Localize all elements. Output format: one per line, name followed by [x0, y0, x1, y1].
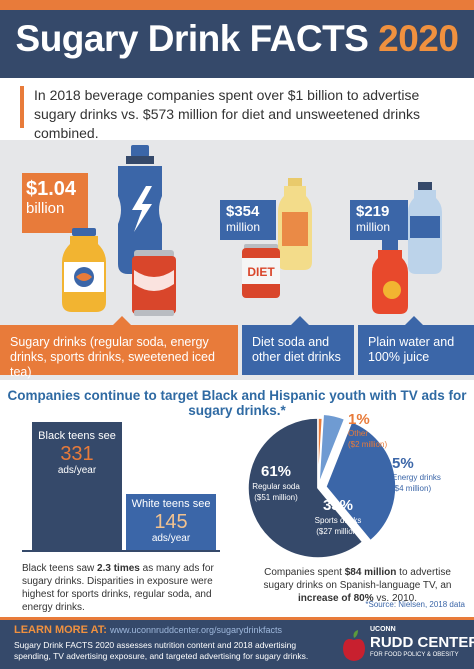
- sugary-category-bar: Sugary drinks (regular soda, energy drin…: [0, 325, 238, 379]
- pie-note-post: vs. 2010.: [373, 593, 417, 604]
- label-energy-drinks-name: Energy drinks: [392, 473, 441, 482]
- label-other-name: Other: [348, 429, 368, 438]
- bar-white-teens: White teens see 145 ads/year: [126, 494, 216, 550]
- diet-category-bar: Diet soda and other diet drinks: [242, 325, 354, 375]
- footer-learn-label: LEARN MORE AT:: [14, 624, 107, 636]
- label-energy-drinks-value: 5%: [392, 455, 414, 472]
- juice-bottle-icon: [372, 240, 408, 314]
- teens-note-post: as many ads for sugary drinks. Dispariti…: [22, 563, 214, 613]
- water-unit: million: [356, 220, 391, 234]
- sugary-pointer: [112, 316, 132, 326]
- page-title: Sugary Drink FACTS 2020: [0, 18, 474, 60]
- label-regular-soda-amount: ($51 million): [254, 493, 298, 502]
- footer-accent-stripe: [0, 617, 474, 620]
- bar-white-teens-unit: ads/year: [151, 533, 191, 544]
- diet-can-label: DIET: [247, 265, 275, 279]
- water-amount: $219: [356, 203, 390, 220]
- pie-note: Companies spent $84 million to advertise…: [250, 566, 465, 605]
- diet-amount-box: $354 million: [220, 200, 276, 240]
- label-other-amount: ($2 million): [348, 440, 387, 449]
- footer-description: Sugary Drink FACTS 2020 assesses nutriti…: [14, 640, 309, 661]
- logo-sub: FOR FOOD POLICY & OBESITY: [370, 652, 459, 658]
- pie-note-mid: to advertise sugary drinks on Spanish-la…: [263, 567, 452, 591]
- pie-note-pre: Companies spent: [264, 567, 345, 578]
- water-amount-box: $219 million: [350, 200, 408, 240]
- sugary-amount: $1.04: [26, 178, 77, 200]
- footer-url-link[interactable]: www.uconnruddcenter.org/sugarydrinkfacts: [109, 625, 283, 635]
- teens-note-pre: Black teens saw: [22, 563, 98, 574]
- title-main: Sugary Drink FACTS: [15, 18, 369, 59]
- label-sports-drinks-value: 33%: [323, 497, 353, 514]
- bar-white-teens-value: 145: [154, 511, 188, 533]
- rudd-center-logo: UCONN RUDD CENTER FOR FOOD POLICY & OBES…: [342, 626, 474, 666]
- sugary-amount-box-ext: [82, 173, 88, 233]
- footer-banner: [0, 620, 474, 669]
- apple-logo-icon: [343, 630, 365, 661]
- pie-note-bold2: increase of 80%: [298, 593, 374, 604]
- slice-regular-soda: [247, 417, 364, 559]
- bar-black-teens-unit: ads/year: [57, 465, 97, 476]
- diet-pointer: [290, 316, 310, 326]
- category-pointers: [112, 316, 424, 326]
- title-year: 2020: [378, 18, 459, 59]
- soda-can-icon: [132, 250, 176, 316]
- bar-baseline: [22, 550, 220, 552]
- diet-amount: $354: [226, 203, 260, 220]
- header-accent-stripe: [0, 0, 474, 10]
- sugary-category-label: Sugary drinks (regular soda, energy drin…: [10, 335, 215, 379]
- sports-bottle-icon: [118, 145, 162, 274]
- water-pointer: [404, 316, 424, 326]
- header-banner: [0, 0, 474, 78]
- footer-learn-more: LEARN MORE AT: www.uconnruddcenter.org/s…: [14, 624, 344, 636]
- pie-note-bold1: $84 million: [344, 567, 397, 578]
- water-category-bar: Plain water and 100% juice: [358, 325, 474, 375]
- teens-note: Black teens saw 2.3 times as many ads fo…: [22, 562, 232, 614]
- label-energy-drinks-amount: ($4 million): [392, 484, 431, 493]
- slice-energy-drinks: [318, 413, 346, 485]
- teens-bar-chart: Black teens see 331 ads/year White teens…: [22, 412, 222, 552]
- diet-can-icon: DIET: [242, 244, 280, 298]
- label-regular-soda-value: 61%: [261, 463, 291, 480]
- bar-black-teens-value: 331: [60, 443, 94, 465]
- diet-soda-bottle-icon: [278, 178, 312, 270]
- targeting-subheading: Companies continue to target Black and H…: [7, 388, 467, 418]
- bar-white-teens-label: White teens see: [131, 498, 211, 510]
- tea-bottle-icon: [62, 228, 106, 312]
- bar-black-teens-label: Black teens see: [38, 430, 116, 442]
- water-category-label: Plain water and 100% juice: [368, 335, 455, 364]
- spanish-tv-pie-chart: 61% Regular soda ($51 million) 33% Sports dr…: [247, 411, 441, 559]
- bar-black-teens: Black teens see 331 ads/year: [32, 422, 122, 550]
- sugary-amount-box: $1.04 billion: [22, 173, 82, 233]
- label-sports-drinks-name: Sports drinks: [315, 516, 362, 525]
- logo-main: RUDD CENTER: [370, 634, 474, 651]
- slice-sports-drinks: [325, 420, 397, 542]
- water-bottle-icon: [408, 182, 442, 274]
- label-regular-soda-name: Regular soda: [252, 482, 300, 491]
- label-other-value: 1%: [348, 411, 370, 428]
- intro-text: In 2018 beverage companies spent over $1…: [20, 86, 454, 141]
- slice-other: [317, 417, 324, 489]
- logo-top: UCONN: [370, 626, 396, 633]
- diet-unit: million: [226, 220, 261, 234]
- diet-category-label: Diet soda and other diet drinks: [252, 335, 341, 364]
- sugary-unit: billion: [26, 200, 65, 217]
- drink-illustrations: DIET: [62, 145, 442, 316]
- label-sports-drinks-amount: ($27 million): [316, 527, 360, 536]
- source-note: *Source: Nielsen, 2018 data: [365, 600, 465, 609]
- teens-note-bold: 2.3 times: [97, 563, 140, 574]
